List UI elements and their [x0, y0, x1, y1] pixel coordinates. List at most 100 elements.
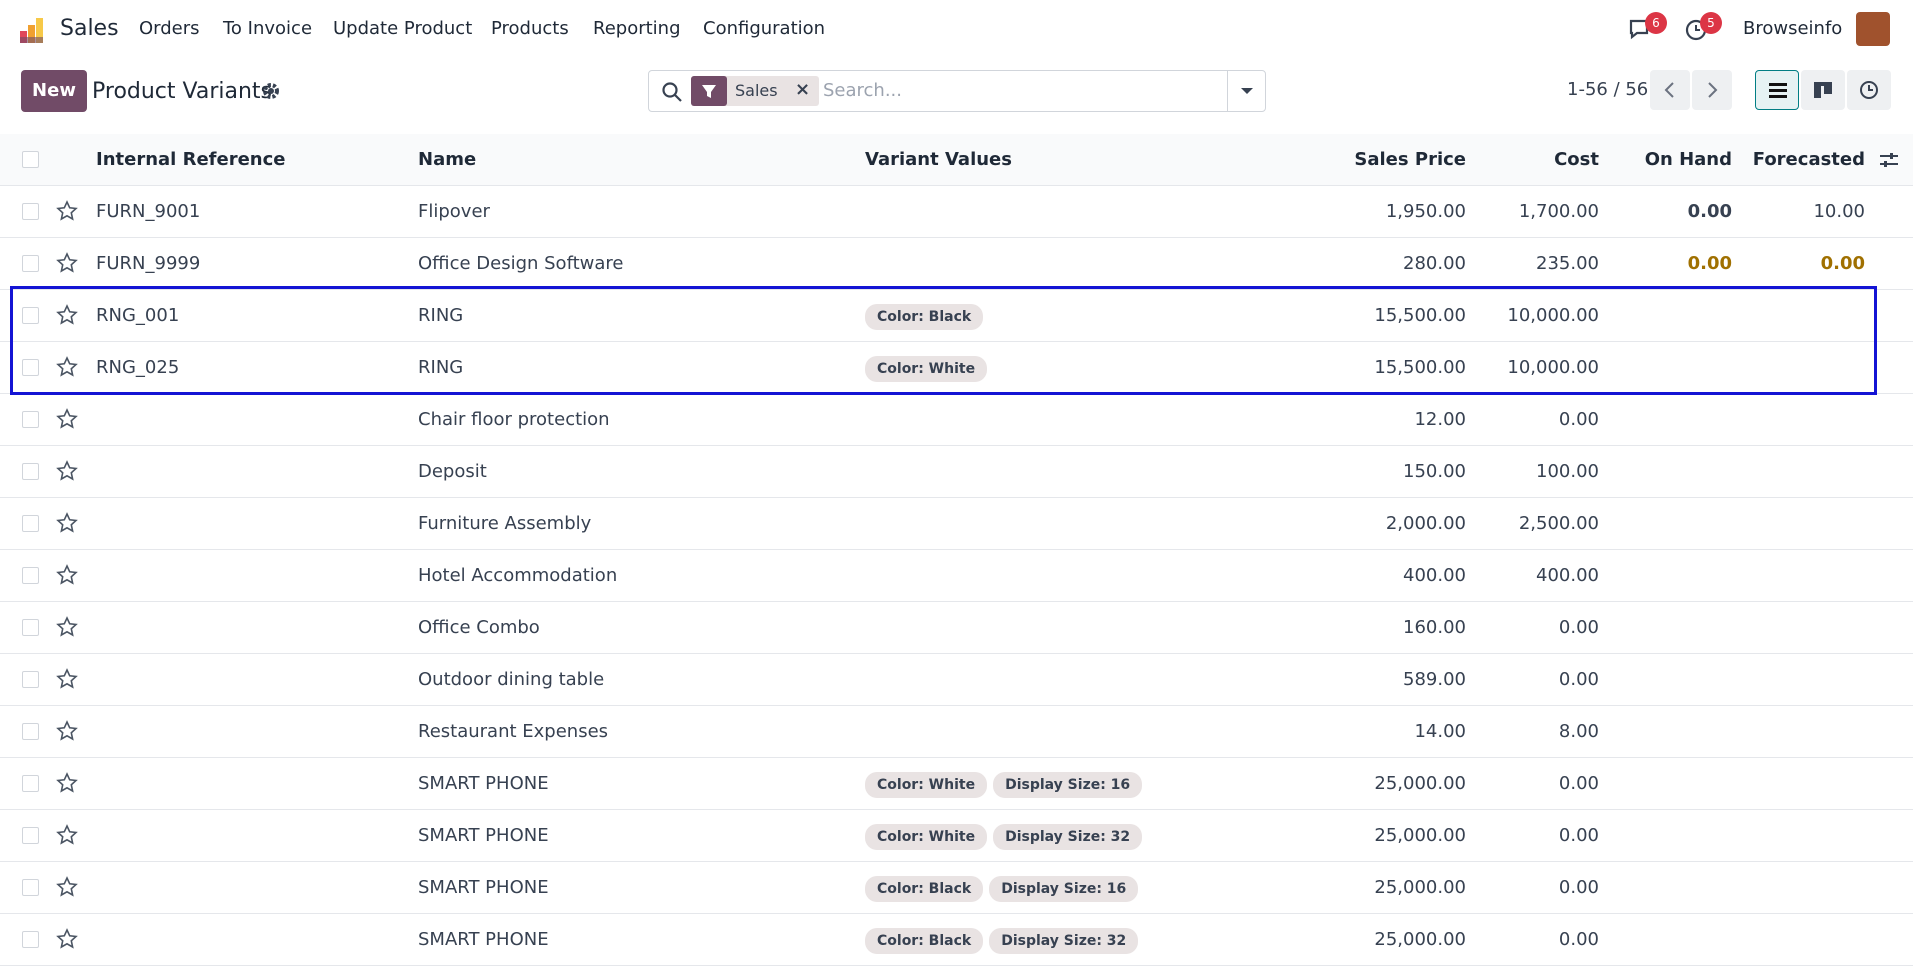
row-checkbox[interactable] [22, 203, 39, 220]
column-header[interactable]: Cost [1554, 149, 1599, 170]
favorite-star[interactable] [56, 356, 78, 383]
search-icon[interactable] [661, 81, 683, 103]
favorite-star[interactable] [56, 460, 78, 487]
menu-item[interactable]: Products [491, 18, 569, 39]
ref-cell: FURN_9001 [96, 201, 201, 222]
variant-pill: Color: Black [865, 928, 984, 954]
cost-cell: 1,700.00 [1518, 201, 1599, 222]
activity-view[interactable] [1847, 70, 1891, 110]
select-all[interactable] [22, 151, 39, 168]
favorite-star[interactable] [56, 304, 78, 331]
facet-remove[interactable]: × [795, 79, 811, 100]
variant-values: Color: White [865, 342, 993, 393]
favorite-star[interactable] [56, 252, 78, 279]
variant-values: Color: White Display Size: 16 [865, 758, 1148, 809]
price-cell: 589.00 [1403, 669, 1466, 690]
price-cell: 25,000.00 [1374, 929, 1466, 950]
cost-cell: 0.00 [1558, 409, 1599, 430]
favorite-star[interactable] [56, 720, 78, 747]
favorite-star[interactable] [56, 668, 78, 695]
table-row[interactable]: SMART PHONE Color: White Display Size: 32 2… [0, 810, 1913, 862]
favorite-star[interactable] [56, 512, 78, 539]
menu-item[interactable]: Orders [139, 18, 200, 39]
row-checkbox[interactable] [22, 255, 39, 272]
row-checkbox[interactable] [22, 307, 39, 324]
new-button[interactable]: New [21, 70, 87, 112]
menu-item[interactable]: Update Product [333, 18, 473, 39]
name-cell: SMART PHONE [418, 877, 549, 898]
table-row[interactable]: SMART PHONE Color: Black Display Size: 32 2… [0, 914, 1913, 966]
user-avatar[interactable] [1856, 12, 1890, 46]
app-name[interactable]: Sales [60, 16, 119, 41]
column-header[interactable]: Forecasted [1752, 149, 1865, 170]
pager-next[interactable] [1692, 70, 1732, 110]
column-header[interactable]: Variant Values [865, 149, 1012, 170]
pager-prev[interactable] [1650, 70, 1690, 110]
row-checkbox[interactable] [22, 463, 39, 480]
column-header[interactable]: Name [418, 149, 477, 170]
favorite-star[interactable] [56, 824, 78, 851]
page-title: Product Variants [92, 79, 273, 104]
app-logo[interactable] [18, 15, 48, 45]
name-cell: Deposit [418, 461, 487, 482]
row-checkbox[interactable] [22, 723, 39, 740]
column-header[interactable]: On Hand [1644, 149, 1732, 170]
menu-item[interactable]: Configuration [703, 18, 826, 39]
favorite-star[interactable] [56, 928, 78, 955]
variant-pill: Display Size: 32 [989, 928, 1139, 954]
menu-item[interactable]: To Invoice [223, 18, 313, 39]
name-cell: Furniture Assembly [418, 513, 592, 534]
control-panel: New Product Variants Sales × Search... 1… [0, 60, 1913, 135]
price-cell: 1,950.00 [1385, 201, 1466, 222]
cost-cell: 0.00 [1558, 825, 1599, 846]
name-cell: Chair floor protection [418, 409, 610, 430]
cost-cell: 400.00 [1536, 565, 1599, 586]
favorite-star[interactable] [56, 564, 78, 591]
row-checkbox[interactable] [22, 619, 39, 636]
table-row[interactable]: Hotel Accommodation 400.00 400.00 [0, 550, 1913, 602]
row-checkbox[interactable] [22, 515, 39, 532]
facet-value: Sales [735, 81, 778, 100]
menu-item[interactable]: Reporting [593, 18, 681, 39]
kanban-view[interactable] [1801, 70, 1845, 110]
list-view[interactable] [1755, 70, 1799, 110]
row-checkbox[interactable] [22, 359, 39, 376]
variant-pill: Color: White [865, 772, 988, 798]
table-row[interactable]: Office Combo 160.00 0.00 [0, 602, 1913, 654]
row-checkbox[interactable] [22, 879, 39, 896]
row-checkbox[interactable] [22, 567, 39, 584]
table-row[interactable]: FURN_9999 Office Design Software 280.00 235… [0, 238, 1913, 290]
table-row[interactable]: Furniture Assembly 2,000.00 2,500.00 [0, 498, 1913, 550]
user-name[interactable]: Browseinfo [1743, 18, 1843, 39]
favorite-star[interactable] [56, 772, 78, 799]
optional-columns[interactable] [1878, 151, 1900, 169]
search-toggle[interactable] [1227, 71, 1266, 111]
table-row[interactable]: Chair floor protection 12.00 0.00 [0, 394, 1913, 446]
column-header[interactable]: Internal Reference [96, 149, 286, 170]
column-header[interactable]: Sales Price [1354, 149, 1466, 170]
favorite-star[interactable] [56, 200, 78, 227]
pager[interactable]: 1-56 / 56 [1567, 79, 1649, 100]
table-row[interactable]: SMART PHONE Color: Black Display Size: 16 2… [0, 862, 1913, 914]
favorite-star[interactable] [56, 408, 78, 435]
price-cell: 25,000.00 [1374, 825, 1466, 846]
table-row[interactable]: RNG_025 RING Color: White 15,500.00 10,000.0… [0, 342, 1913, 394]
table-row[interactable]: SMART PHONE Color: White Display Size: 16 2… [0, 758, 1913, 810]
table-row[interactable]: Restaurant Expenses 14.00 8.00 [0, 706, 1913, 758]
row-checkbox[interactable] [22, 931, 39, 948]
row-checkbox[interactable] [22, 411, 39, 428]
favorite-star[interactable] [56, 876, 78, 903]
search-input[interactable]: Search... [823, 80, 903, 101]
table-row[interactable]: Outdoor dining table 589.00 0.00 [0, 654, 1913, 706]
row-checkbox[interactable] [22, 827, 39, 844]
price-cell: 25,000.00 [1374, 877, 1466, 898]
name-cell: Flipover [418, 201, 490, 222]
favorite-star[interactable] [56, 616, 78, 643]
table-row[interactable]: RNG_001 RING Color: Black 15,500.00 10,000.0… [0, 290, 1913, 342]
variant-pill: Color: Black [865, 876, 984, 902]
table-row[interactable]: Deposit 150.00 100.00 [0, 446, 1913, 498]
row-checkbox[interactable] [22, 775, 39, 792]
table-row[interactable]: FURN_9001 Flipover 1,950.00 1,700.00 0.00 10.… [0, 186, 1913, 238]
row-checkbox[interactable] [22, 671, 39, 688]
settings-icon[interactable] [262, 82, 280, 100]
